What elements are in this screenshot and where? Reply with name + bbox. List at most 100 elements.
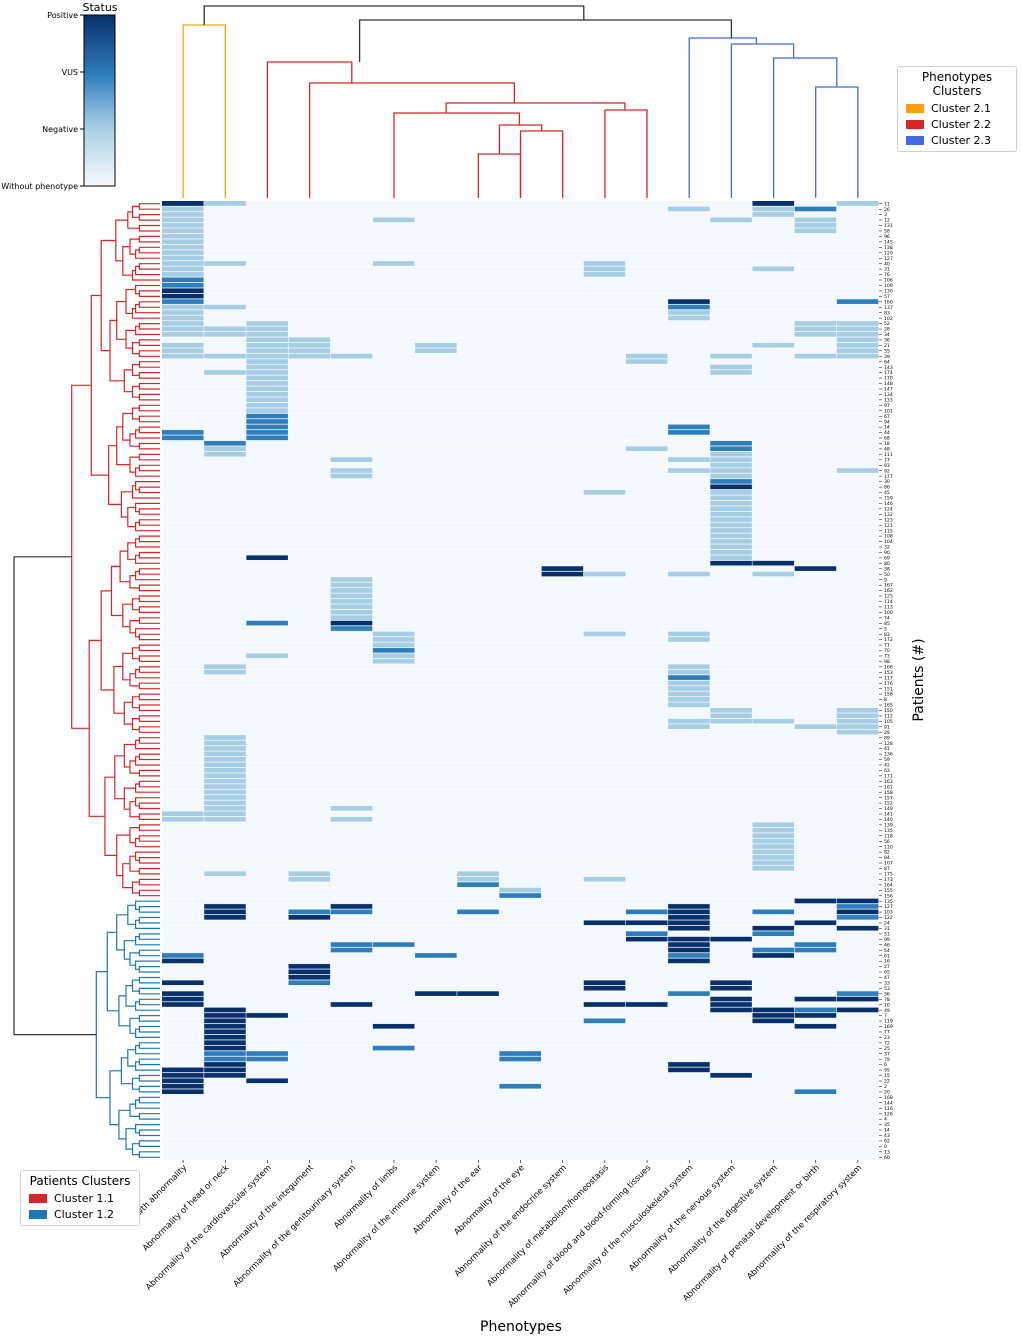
heatmap-cell: [710, 544, 752, 550]
heatmap-cell: [204, 1023, 246, 1029]
heatmap-cell: [752, 838, 795, 844]
heatmap-cell: [246, 402, 288, 408]
heatmap-cell: [372, 658, 415, 664]
patient-tick-label: 143: [884, 365, 893, 371]
heatmap-cell: [583, 1001, 626, 1007]
heatmap-cell: [710, 713, 752, 719]
heatmap-cell: [836, 914, 879, 920]
heatmap-cell: [330, 620, 373, 626]
dendrogram-link: [138, 1129, 160, 1137]
heatmap-cell: [162, 429, 204, 435]
patient-tick-label: 174: [884, 370, 893, 376]
heatmap-cell: [710, 473, 752, 479]
heatmap-cell: [204, 800, 246, 806]
dendrogram-link: [123, 369, 133, 393]
dendrogram-link: [138, 966, 160, 973]
dendrogram-link: [123, 701, 133, 725]
heatmap-cell: [204, 1018, 246, 1024]
heatmap-cell: [162, 1067, 204, 1073]
patient-tick-label: 35: [884, 1122, 890, 1128]
dendrogram-link: [138, 235, 160, 243]
heatmap-cell: [372, 636, 415, 642]
dendrogram-link: [138, 769, 160, 777]
dendrogram-link: [125, 329, 136, 349]
dendrogram-link: [129, 952, 140, 966]
dendrogram-link: [138, 246, 160, 254]
patient-tick-label: 171: [884, 773, 893, 779]
x-axis-label: Phenotypes: [480, 1319, 562, 1335]
dendrogram-link: [131, 308, 160, 319]
patient-tick-label: 123: [884, 517, 893, 523]
heatmap-cell: [668, 304, 710, 310]
heatmap-cell: [204, 1029, 246, 1035]
patient-tick-label: 15: [884, 1073, 890, 1079]
heatmap-cell: [204, 794, 246, 800]
dendrogram-link: [730, 43, 795, 198]
heatmap-cell: [752, 947, 795, 953]
patient-tick-label: 175: [884, 872, 893, 878]
heatmap-cell: [794, 566, 837, 571]
patient-tick-label: 117: [884, 675, 893, 681]
patient-tick-label: 49: [884, 1008, 890, 1014]
patient-tick-label: 72: [884, 1040, 890, 1046]
patient-tick-label: 126: [884, 1111, 893, 1117]
dendrogram-link: [138, 584, 160, 592]
patient-tick-label: 43: [884, 1133, 890, 1139]
patient-tick-label: 158: [884, 692, 893, 698]
dendrogram-link: [122, 652, 133, 681]
patient-tick-label: 16: [884, 959, 890, 965]
heatmap-cell: [330, 353, 373, 359]
heatmap-cell: [668, 914, 710, 920]
heatmap-cell: [246, 1051, 288, 1056]
heatmap-cell: [836, 898, 879, 904]
dendrogram-link: [138, 998, 160, 1006]
patient-tick-label: 118: [884, 833, 893, 839]
dendrogram-link: [138, 224, 160, 232]
heatmap-cell: [710, 560, 752, 566]
heatmap-cell: [415, 342, 457, 348]
patient-tick-label: 42: [884, 763, 890, 769]
heatmap-cell: [583, 271, 626, 277]
patient-tick-label: 63: [884, 768, 890, 774]
heatmap-cell: [372, 942, 415, 947]
heatmap-cell: [710, 484, 752, 490]
heatmap-cell: [330, 805, 373, 811]
heatmap-cell: [752, 931, 795, 936]
heatmap-cell: [710, 1007, 752, 1013]
patient-tick-label: 134: [884, 392, 893, 398]
dendrogram-link: [138, 426, 160, 434]
dendrogram-root-link: [13, 556, 97, 1036]
patient-tick-label: 69: [884, 556, 890, 562]
heatmap-cell: [836, 320, 879, 326]
patient-tick-label: 80: [884, 561, 890, 567]
heatmap-cell: [246, 342, 288, 348]
heatmap-cell: [794, 331, 837, 337]
heatmap-cell: [836, 713, 879, 719]
heatmap-cell: [204, 304, 246, 310]
heatmap-cell: [668, 206, 710, 212]
dendrogram-link: [138, 655, 160, 662]
heatmap-cell: [162, 260, 204, 266]
phenotype-tick-label: Abnormality of head or neck: [140, 1162, 231, 1253]
patient-tick-label: 78: [884, 997, 890, 1003]
patient-tick-label: 103: [884, 910, 893, 916]
heatmap-cell: [710, 533, 752, 539]
heatmap-cell: [710, 364, 752, 370]
patient-tick-label: 167: [884, 583, 893, 589]
heatmap-cell: [415, 991, 457, 996]
heatmap-cell: [204, 1012, 246, 1018]
heatmap-cell: [162, 331, 204, 337]
patient-tick-label: 23: [884, 1035, 890, 1041]
patient-tick-label: 6: [884, 1062, 887, 1068]
heatmap-cell: [752, 266, 795, 272]
patient-tick-label: 33: [884, 981, 890, 987]
heatmap-cell: [710, 1072, 752, 1078]
heatmap-cell: [288, 909, 331, 915]
heatmap-cell: [668, 909, 710, 915]
dendrogram-link: [445, 102, 626, 113]
heatmap-cell: [162, 315, 204, 321]
dendrogram-link: [118, 1109, 130, 1140]
patient-tick-label: 47: [884, 975, 890, 981]
dendrogram-link: [182, 24, 226, 198]
heatmap-cell: [752, 1007, 795, 1013]
